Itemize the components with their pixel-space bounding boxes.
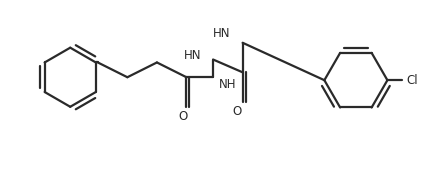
Text: HN: HN <box>213 27 231 40</box>
Text: O: O <box>232 105 241 118</box>
Text: HN: HN <box>184 49 201 62</box>
Text: O: O <box>178 110 187 123</box>
Text: Cl: Cl <box>406 74 418 87</box>
Text: NH: NH <box>219 78 237 91</box>
